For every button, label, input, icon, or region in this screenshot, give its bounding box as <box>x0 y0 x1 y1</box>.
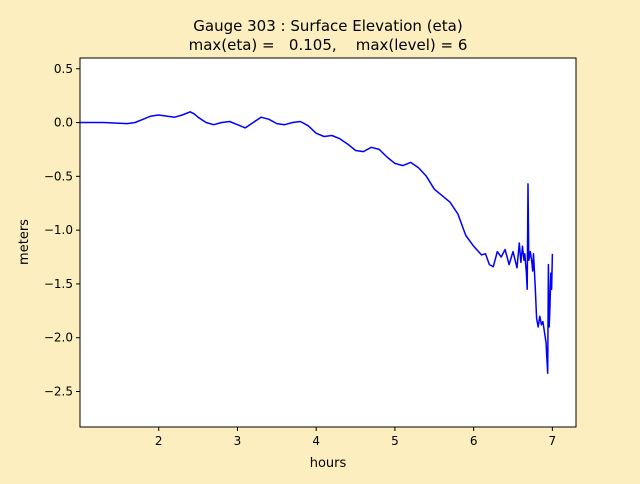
chart-subtitle: max(eta) = 0.105, max(level) = 6 <box>189 36 468 54</box>
y-axis-label: meters <box>17 219 32 265</box>
series-lines <box>80 111 554 374</box>
x-tick-label: 2 <box>155 434 163 448</box>
y-tick-label: 0.5 <box>54 62 73 76</box>
x-tick-label: 3 <box>234 434 242 448</box>
y-tick-label: 0.0 <box>54 116 73 130</box>
x-tick-label: 6 <box>470 434 478 448</box>
x-tick-label: 5 <box>391 434 399 448</box>
x-axis: 2 3 4 5 6 7 <box>155 427 556 448</box>
plot-frame <box>79 57 577 428</box>
chart-title: Gauge 303 : Surface Elevation (eta) <box>193 17 462 35</box>
y-tick-label: −1.5 <box>44 277 73 291</box>
x-tick-label: 7 <box>549 434 557 448</box>
y-tick-label: −1.0 <box>44 223 73 237</box>
series-line <box>80 111 554 374</box>
plot-area <box>80 58 576 427</box>
y-tick-label: −2.5 <box>44 384 73 398</box>
y-axis: −2.5 −2.0 −1.5 −1.0 −0.5 0.0 0.5 <box>44 62 80 398</box>
x-axis-label: hours <box>310 456 347 471</box>
y-tick-label: −0.5 <box>44 169 73 183</box>
y-tick-label: −2.0 <box>44 331 73 345</box>
x-tick-label: 4 <box>312 434 320 448</box>
